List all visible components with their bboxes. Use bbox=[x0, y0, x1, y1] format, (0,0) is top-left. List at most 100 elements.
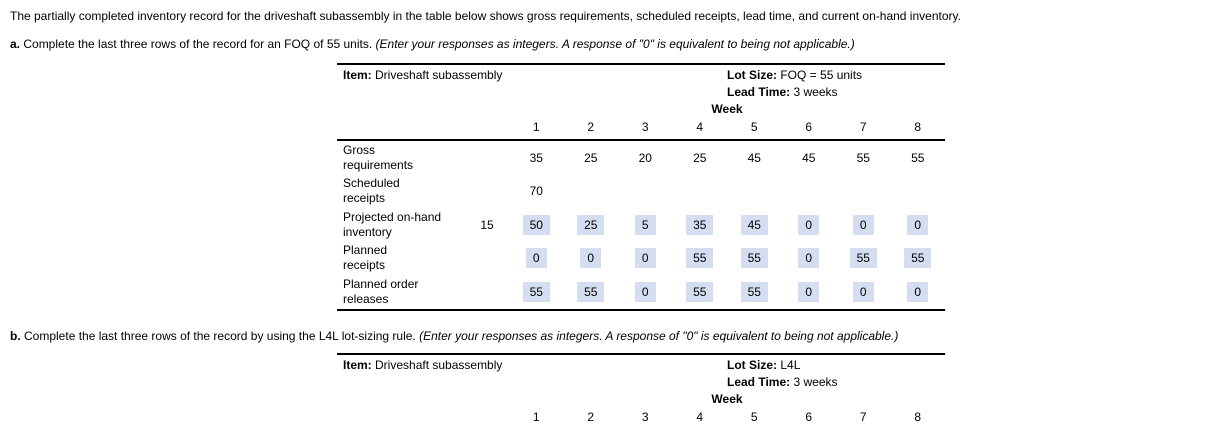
item-value: Driveshaft subassembly bbox=[375, 68, 503, 82]
initial-on-hand-value: 15 bbox=[480, 217, 494, 232]
week-col-5: 5 bbox=[750, 120, 758, 134]
projected-on-hand-answer[interactable]: 0 bbox=[891, 214, 946, 235]
section-a-instruction: a. Complete the last three rows of the r… bbox=[10, 37, 855, 51]
projected-on-hand-answer[interactable]: 0 bbox=[836, 214, 891, 235]
planned-order-releases-answer[interactable]: 55 bbox=[727, 281, 782, 302]
lot-size-label: Lot Size: bbox=[727, 68, 777, 82]
section-b-label: b. bbox=[10, 329, 21, 343]
table-b-header-row-week: Week bbox=[337, 391, 945, 408]
week-col-3: 3 bbox=[641, 120, 649, 134]
planned-receipts-answer[interactable]: 55 bbox=[727, 248, 782, 269]
planned-order-releases-answer[interactable]: 0 bbox=[836, 281, 891, 302]
planned-order-releases-answer[interactable]: 55 bbox=[673, 281, 728, 302]
section-a-label: a. bbox=[10, 37, 21, 51]
item-value: Driveshaft subassembly bbox=[375, 358, 503, 372]
week-col-8: 8 bbox=[914, 410, 922, 424]
table-a-header-row-week: Week bbox=[337, 101, 945, 118]
week-col-7: 7 bbox=[859, 120, 867, 134]
row-label-planned-order-releases: Planned order releases bbox=[343, 276, 419, 306]
table-a-header-row-lead-time: Lead Time: 3 weeks bbox=[337, 84, 945, 101]
week-col-4: 4 bbox=[696, 410, 704, 424]
projected-on-hand-answer[interactable]: 5 bbox=[618, 214, 673, 235]
week-col-1: 1 bbox=[532, 120, 540, 134]
planned-receipts-answer[interactable]: 0 bbox=[618, 248, 673, 269]
scheduled-receipts-cell bbox=[891, 184, 946, 198]
planned-receipts-answer[interactable]: 0 bbox=[509, 248, 564, 269]
week-col-2: 2 bbox=[587, 410, 595, 424]
week-header: Week bbox=[711, 102, 743, 116]
section-a-text: Complete the last three rows of the reco… bbox=[20, 37, 376, 51]
table-b-header-row-lead-time: Lead Time: 3 weeks bbox=[337, 374, 945, 391]
planned-receipts-answer[interactable]: 55 bbox=[891, 248, 946, 269]
planned-receipts-answer[interactable]: 0 bbox=[564, 248, 619, 269]
scheduled-receipts-cell bbox=[727, 184, 782, 198]
section-a-note: (Enter your responses as integers. A res… bbox=[375, 37, 855, 51]
planned-receipts-answer[interactable]: 55 bbox=[673, 248, 728, 269]
week-col-6: 6 bbox=[805, 120, 813, 134]
projected-on-hand-answer[interactable]: 35 bbox=[673, 214, 728, 235]
planned-receipts-answer[interactable]: 55 bbox=[836, 248, 891, 269]
table-a-lead-time: Lead Time: 3 weeks bbox=[727, 85, 945, 100]
week-col-5: 5 bbox=[750, 410, 758, 424]
week-col-3: 3 bbox=[641, 410, 649, 424]
scheduled-receipts-cell bbox=[673, 184, 728, 198]
table-row-gross-requirements: Gross requirements 35 25 20 25 45 45 55 5… bbox=[337, 141, 945, 175]
table-b-header-row-item: Item: Driveshaft subassembly Lot Size: L… bbox=[337, 355, 945, 374]
lead-time-value: 3 weeks bbox=[793, 375, 838, 389]
intro-text: The partially completed inventory record… bbox=[10, 9, 961, 23]
lead-time-value: 3 weeks bbox=[793, 85, 838, 99]
planned-order-releases-answer[interactable]: 55 bbox=[509, 281, 564, 302]
week-col-4: 4 bbox=[696, 120, 704, 134]
gross-requirements-cell: 35 bbox=[529, 150, 543, 165]
gross-requirements-cell: 25 bbox=[693, 150, 707, 165]
lead-time-label: Lead Time: bbox=[727, 375, 791, 389]
week-col-6: 6 bbox=[805, 410, 813, 424]
lot-size-value: L4L bbox=[780, 358, 801, 372]
planned-receipts-answer[interactable]: 0 bbox=[782, 248, 837, 269]
gross-requirements-cell: 20 bbox=[638, 150, 652, 165]
table-row-projected-on-hand: Projected on-hand inventory 15 50 25 5 35… bbox=[337, 208, 945, 242]
planned-order-releases-answer[interactable]: 55 bbox=[564, 281, 619, 302]
table-a-item: Item: Driveshaft subassembly bbox=[337, 68, 727, 83]
table-b-item: Item: Driveshaft subassembly bbox=[337, 358, 727, 373]
scheduled-receipts-cell bbox=[782, 184, 837, 198]
gross-requirements-cell: 55 bbox=[911, 150, 925, 165]
planned-order-releases-answer[interactable]: 0 bbox=[782, 281, 837, 302]
scheduled-receipts-cell bbox=[836, 184, 891, 198]
projected-on-hand-answer[interactable]: 50 bbox=[509, 214, 564, 235]
lot-size-label: Lot Size: bbox=[727, 358, 777, 372]
week-col-7: 7 bbox=[859, 410, 867, 424]
lead-time-label: Lead Time: bbox=[727, 85, 791, 99]
gross-requirements-cell: 45 bbox=[747, 150, 761, 165]
item-label: Item: bbox=[343, 358, 372, 372]
week-col-1: 1 bbox=[532, 410, 540, 424]
table-b-lot-size: Lot Size: L4L bbox=[727, 358, 945, 373]
table-a-lot-size: Lot Size: FOQ = 55 units bbox=[727, 68, 945, 83]
planned-order-releases-answer[interactable]: 0 bbox=[891, 281, 946, 302]
projected-on-hand-answer[interactable]: 0 bbox=[782, 214, 837, 235]
inventory-record-table-foq: Item: Driveshaft subassembly Lot Size: F… bbox=[337, 63, 945, 311]
table-a-header-row-item: Item: Driveshaft subassembly Lot Size: F… bbox=[337, 65, 945, 84]
scheduled-receipts-cell: 70 bbox=[529, 184, 543, 199]
gross-requirements-cell: 45 bbox=[802, 150, 816, 165]
section-b-instruction: b. Complete the last three rows of the r… bbox=[10, 329, 898, 343]
table-a-week-numbers-row: 1 2 3 4 5 6 7 8 bbox=[337, 118, 945, 141]
projected-on-hand-answer[interactable]: 45 bbox=[727, 214, 782, 235]
gross-requirements-cell: 25 bbox=[584, 150, 598, 165]
week-header: Week bbox=[711, 392, 743, 406]
section-b-text: Complete the last three rows of the reco… bbox=[20, 329, 420, 343]
item-label: Item: bbox=[343, 68, 372, 82]
row-label-projected-on-hand: Projected on-hand inventory bbox=[343, 209, 442, 239]
week-col-8: 8 bbox=[914, 120, 922, 134]
section-b-note: (Enter your responses as integers. A res… bbox=[419, 329, 899, 343]
gross-requirements-cell: 55 bbox=[856, 150, 870, 165]
planned-order-releases-answer[interactable]: 0 bbox=[618, 281, 673, 302]
table-row-planned-receipts: Planned receipts 0 0 0 55 55 0 55 55 bbox=[337, 242, 945, 276]
table-b-week-numbers-row: 1 2 3 4 5 6 7 8 bbox=[337, 408, 945, 429]
scheduled-receipts-cell bbox=[618, 184, 673, 198]
row-label-gross-requirements: Gross requirements bbox=[343, 142, 414, 172]
projected-on-hand-answer[interactable]: 25 bbox=[564, 214, 619, 235]
row-label-planned-receipts: Planned receipts bbox=[343, 243, 388, 273]
table-b-lead-time: Lead Time: 3 weeks bbox=[727, 375, 945, 390]
scheduled-receipts-cell bbox=[564, 184, 619, 198]
